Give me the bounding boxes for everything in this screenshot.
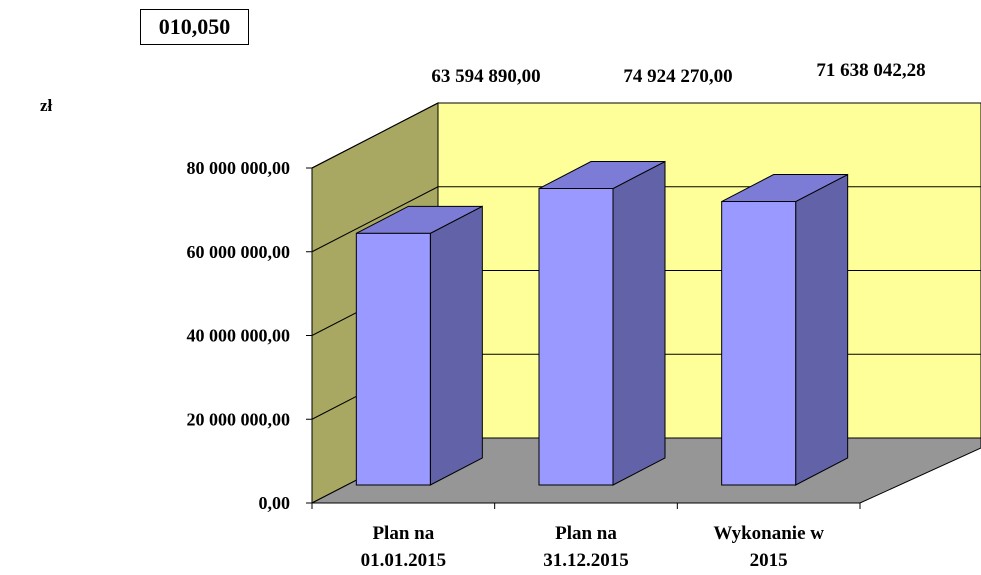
data-value-label: 74 924 270,00 — [623, 66, 732, 87]
category-label: Plan na — [372, 523, 434, 544]
y-tick-label: 0,00 — [259, 493, 291, 513]
category-label: 2015 — [750, 550, 788, 571]
y-tick-label: 80 000 000,00 — [187, 158, 291, 178]
y-tick-label: 60 000 000,00 — [187, 242, 291, 262]
y-axis-unit-label: zł — [40, 96, 53, 115]
bar — [355, 205, 483, 486]
chart-axes — [306, 167, 861, 509]
chart-y-tick-labels: 0,00 20 000 000,00 40 000 000,00 60 000 000… — [187, 158, 291, 513]
bar-front — [355, 232, 431, 486]
data-value-label: 71 638 042,28 — [816, 60, 925, 81]
chart-bars — [355, 160, 849, 486]
category-label: 01.01.2015 — [361, 550, 447, 571]
chart-category-labels: Plan na 01.01.2015 Plan na 31.12.2015 Wykona… — [361, 523, 825, 571]
bar-side — [429, 205, 483, 486]
chart-value-labels: 63 594 890,00 74 924 270,00 71 638 042,28 — [431, 60, 925, 87]
y-tick-label: 40 000 000,00 — [187, 326, 291, 346]
category-label: Wykonanie w — [713, 523, 824, 544]
bar-side — [612, 160, 666, 486]
data-value-label: 63 594 890,00 — [431, 66, 540, 87]
bar — [721, 173, 849, 486]
bar-front — [721, 201, 797, 486]
gridline-side — [311, 102, 439, 169]
category-label: 31.12.2015 — [543, 550, 629, 571]
chart-code-box: 010,050 — [140, 9, 249, 45]
category-label: Plan na — [555, 523, 617, 544]
bar-side — [795, 173, 849, 486]
bar-front — [538, 188, 614, 486]
gridline-side — [311, 186, 439, 253]
bar — [538, 160, 666, 486]
y-tick-label: 20 000 000,00 — [187, 409, 291, 429]
